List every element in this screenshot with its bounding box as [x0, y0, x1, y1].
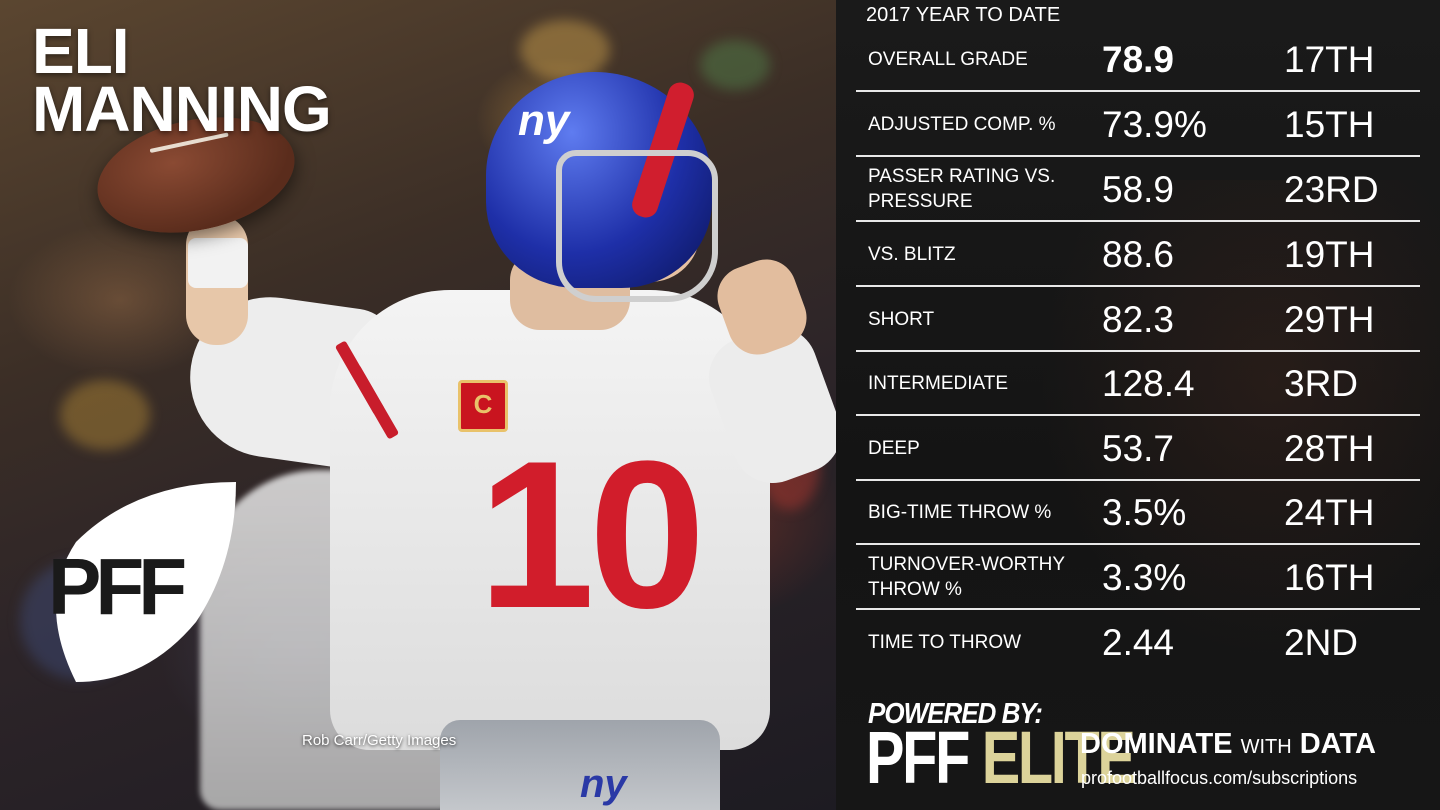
- row-divider: [856, 543, 1420, 545]
- stat-row-vs-blitz: VS. BLITZ 88.6 19TH: [856, 223, 1420, 287]
- row-divider: [856, 414, 1420, 416]
- tagline-dominate: DOMINATE: [1080, 728, 1233, 760]
- stat-value: 53.7: [1102, 428, 1175, 469]
- stat-value: 82.3: [1102, 299, 1175, 340]
- jersey-number: 10: [478, 417, 706, 652]
- stat-label: SHORT: [868, 308, 935, 330]
- stat-row-passer-rating-pressure: PASSER RATING VS. PRESSURE 58.9 23RD: [856, 158, 1420, 222]
- helmet-logo: ny: [518, 96, 570, 145]
- stat-rank: 24TH: [1284, 492, 1375, 533]
- tagline-with: WITH: [1240, 736, 1292, 758]
- tagline-data: DATA: [1299, 728, 1376, 760]
- player-photo: 2 C 10 ny ny: [0, 0, 836, 810]
- pants: [440, 720, 720, 810]
- stat-label: DEEP: [868, 437, 920, 459]
- player-name: ELI MANNING: [32, 15, 332, 145]
- stat-row-short: SHORT 82.3 29TH: [856, 288, 1420, 352]
- stat-rank: 17TH: [1284, 39, 1375, 80]
- stat-value: 88.6: [1102, 234, 1175, 275]
- stat-row-time-to-throw: TIME TO THROW 2.44 2ND: [856, 611, 1420, 675]
- stat-label: INTERMEDIATE: [868, 372, 1009, 394]
- player-first-name: ELI: [32, 15, 130, 87]
- stat-row-turnover-worthy-throw: TURNOVER-WORTHY THROW % 3.3% 16TH: [856, 546, 1420, 610]
- brand-elite: ELITE: [981, 716, 1136, 799]
- row-divider: [856, 479, 1420, 481]
- row-divider: [856, 90, 1420, 92]
- stat-row-deep: DEEP 53.7 28TH: [856, 417, 1420, 481]
- stat-label: BIG-TIME THROW %: [868, 501, 1052, 523]
- row-divider: [856, 285, 1420, 287]
- subscription-url[interactable]: profootballfocus.com/subscriptions: [1081, 768, 1358, 788]
- brand-pff: PFF: [866, 716, 970, 799]
- stat-label: TIME TO THROW: [868, 631, 1022, 653]
- stat-row-big-time-throw: BIG-TIME THROW % 3.5% 24TH: [856, 481, 1420, 545]
- stat-value: 78.9: [1102, 39, 1175, 80]
- stat-rank: 16TH: [1284, 557, 1375, 598]
- stat-row-overall-grade: OVERALL GRADE 78.9 17TH: [856, 28, 1420, 92]
- stat-label: TURNOVER-WORTHY THROW %: [868, 554, 1065, 600]
- stat-rank: 2ND: [1284, 622, 1359, 663]
- stat-value: 128.4: [1102, 363, 1195, 404]
- row-divider: [856, 608, 1420, 610]
- stat-value: 73.9%: [1102, 104, 1207, 145]
- captain-patch: C: [458, 380, 508, 432]
- photo-credit: Rob Carr/Getty Images: [302, 732, 457, 749]
- stat-rank: 28TH: [1284, 428, 1375, 469]
- tagline: DOMINATE WITH DATA: [1080, 728, 1376, 761]
- stat-rank: 29TH: [1284, 299, 1375, 340]
- powered-by-label: POWERED BY:: [868, 696, 1043, 730]
- row-divider: [856, 220, 1420, 222]
- stat-value: 3.5%: [1102, 492, 1187, 533]
- stat-label: ADJUSTED COMP. %: [868, 113, 1056, 135]
- stat-value: 2.44: [1102, 622, 1175, 663]
- stat-rank: 23RD: [1284, 169, 1379, 210]
- stat-value: 3.3%: [1102, 557, 1187, 598]
- pff-logo-icon: PFF: [48, 482, 236, 682]
- stat-rank: 19TH: [1284, 234, 1375, 275]
- row-divider: [856, 350, 1420, 352]
- stat-row-intermediate: INTERMEDIATE 128.4 3RD: [856, 352, 1420, 416]
- player-last-name: MANNING: [32, 73, 332, 145]
- stats-panel: [836, 0, 1440, 810]
- pants-logo: ny: [580, 762, 627, 806]
- svg-text:PFF: PFF: [48, 542, 184, 631]
- stat-label: OVERALL GRADE: [868, 48, 1028, 70]
- jersey: [330, 290, 770, 750]
- stat-rank: 3RD: [1284, 363, 1359, 404]
- stat-value: 58.9: [1102, 169, 1175, 210]
- stat-rank: 15TH: [1284, 104, 1375, 145]
- facemask: [556, 150, 718, 302]
- wristband: [188, 238, 248, 288]
- stat-row-adjusted-comp: ADJUSTED COMP. % 73.9% 15TH: [856, 93, 1420, 157]
- stats-title: 2017 YEAR TO DATE: [866, 4, 1061, 26]
- row-divider: [856, 155, 1420, 157]
- stat-label: VS. BLITZ: [868, 243, 956, 265]
- stat-label: PASSER RATING VS. PRESSURE: [868, 166, 1056, 212]
- pff-elite-logo: PFF ELITE: [866, 721, 1136, 795]
